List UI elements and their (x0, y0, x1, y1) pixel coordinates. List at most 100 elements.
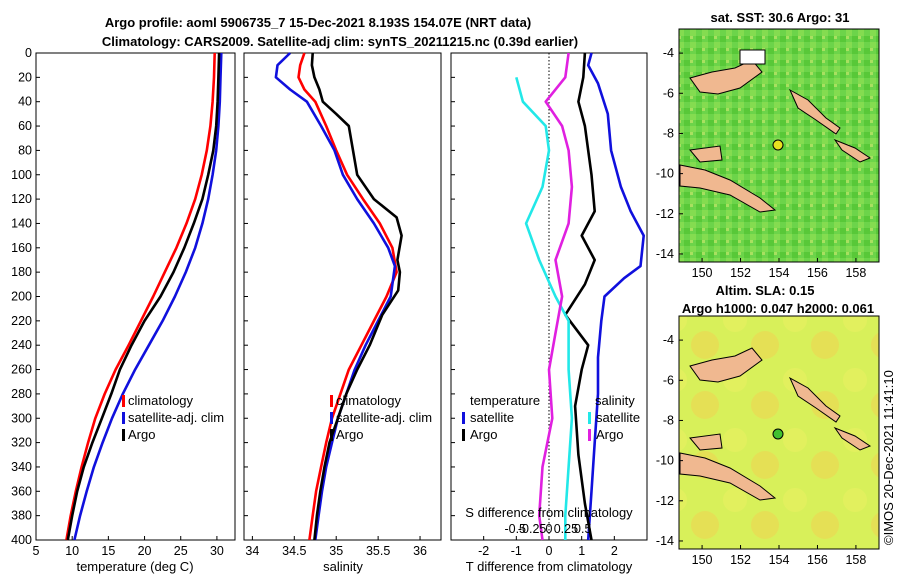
legend-swatch (122, 412, 125, 424)
x-tick-label: 34 (245, 544, 259, 558)
legend-label: Argo (596, 427, 623, 442)
series-line-satellite-adj-clim (274, 52, 397, 541)
y-tick-label: 220 (11, 314, 32, 328)
x-tick-label: 35 (329, 544, 343, 558)
map-y-tick-label: -6 (663, 86, 674, 100)
x-tick-label: 35.5 (366, 544, 390, 558)
salinity-legend: climatology satellite-adj. clim Argo (330, 393, 432, 442)
temperature-legend: climatology satellite-adj. clim Argo (122, 393, 224, 442)
legend-label: satellite-adj. clim (336, 410, 432, 425)
x-tick-label: 25 (174, 544, 188, 558)
x-tick-label: 10 (65, 544, 79, 558)
map-y-tick-label: -4 (663, 333, 674, 347)
legend-label: satellite (596, 410, 640, 425)
map-y-tick-label: -10 (656, 454, 674, 468)
sla-map-land (679, 347, 872, 501)
map-y-tick-label: -10 (656, 167, 674, 181)
x-tick-label: 5 (33, 544, 40, 558)
y-tick-label: 120 (11, 192, 32, 206)
legend-swatch (122, 395, 125, 407)
sla-map-title-1: Altim. SLA: 0.15 (716, 283, 815, 298)
y-tick-label: 40 (18, 95, 32, 109)
salinity-xlabel: salinity (323, 559, 363, 574)
x-tick-label: 1 (578, 544, 585, 558)
series-line-salinity-satellite (515, 76, 574, 540)
map-x-tick-label: 152 (730, 553, 751, 567)
y-tick-label: 180 (11, 265, 32, 279)
map-x-tick-label: 152 (730, 266, 751, 280)
copyright: ©IMOS 20-Dec-2021 11:41:10 (881, 370, 896, 545)
difference-top-label: S difference from climatology (465, 505, 633, 520)
sla-map-panel: Altim. SLA: 0.15 Argo h1000: 0.047 h2000… (656, 283, 880, 567)
map-x-tick-label: 158 (845, 553, 866, 567)
y-tick-label: 80 (18, 143, 32, 157)
map-y-tick-label: -14 (656, 247, 674, 261)
s-tick-label: 0.25 (554, 522, 578, 536)
x-tick-label: 36 (413, 544, 427, 558)
sst-map-title: sat. SST: 30.6 Argo: 31 (711, 10, 850, 25)
x-tick-label: 20 (138, 544, 152, 558)
x-tick-label: 15 (101, 544, 115, 558)
legend-label: Argo (128, 427, 155, 442)
s-tick-label: 0.5 (574, 522, 591, 536)
map-x-tick-label: 150 (692, 266, 713, 280)
map-x-tick-label: 156 (807, 266, 828, 280)
s-tick-label: 0 (546, 522, 553, 536)
legend-swatch (588, 429, 591, 441)
series-line-temperature-argo (564, 52, 596, 541)
y-tick-label: 400 (11, 533, 32, 547)
temperature-axes-frame (35, 52, 236, 541)
map-x-tick-label: 156 (807, 553, 828, 567)
legend-label: temperature (470, 393, 540, 408)
temperature-xlabel: temperature (deg C) (76, 559, 193, 574)
series-line-climatology (297, 52, 398, 541)
series-line-argo (310, 52, 403, 541)
series-line-temperature-satellite (586, 52, 645, 541)
x-tick-label: 34.5 (282, 544, 306, 558)
series-line-satellite-adj-clim (73, 52, 223, 541)
map-y-tick-label: -12 (656, 207, 674, 221)
salinity-panel: 34 34.5 35 35.5 36 salinity (243, 52, 442, 574)
series-line-salinity-argo (537, 52, 574, 541)
legend-label: salinity (595, 393, 635, 408)
title-line-1: Argo profile: aoml 5906735_7 15-Dec-2021… (105, 15, 531, 30)
salinity-axes-frame (243, 52, 442, 541)
legend-swatch (122, 429, 125, 441)
map-x-tick-label: 150 (692, 553, 713, 567)
sla-argo-marker (772, 428, 784, 440)
map-y-tick-label: -14 (656, 534, 674, 548)
y-tick-label: 20 (18, 70, 32, 84)
y-tick-label: 100 (11, 168, 32, 182)
x-tick-label: 2 (611, 544, 618, 558)
y-tick-label: 60 (18, 119, 32, 133)
y-tick-label: 360 (11, 484, 32, 498)
y-tick-label: 240 (11, 338, 32, 352)
difference-panel: -2 -1 0 1 2-0.5-0.25 0 0.250.5 T difference fr… (450, 52, 648, 574)
legend-swatch (330, 395, 333, 407)
legend-swatch (330, 412, 333, 424)
map-y-tick-label: -12 (656, 494, 674, 508)
map-x-tick-label: 154 (769, 553, 790, 567)
y-tick-label: 140 (11, 216, 32, 230)
y-tick-label: 340 (11, 460, 32, 474)
s-tick-label: -0.25 (518, 522, 547, 536)
y-tick-label: 280 (11, 387, 32, 401)
y-tick-label: 200 (11, 290, 32, 304)
sst-argo-marker (772, 139, 784, 151)
y-tick-label: 0 (25, 46, 32, 60)
legend-label: climatology (128, 393, 194, 408)
x-tick-label: 30 (210, 544, 224, 558)
legend-label: Argo (336, 427, 363, 442)
sla-map-title-2: Argo h1000: 0.047 h2000: 0.061 (682, 301, 874, 316)
map-y-tick-label: -6 (663, 373, 674, 387)
legend-swatch (588, 412, 591, 424)
y-tick-label: 160 (11, 241, 32, 255)
series-line-climatology (65, 52, 216, 541)
difference-legend: temperature satellite Argo salinity satellit… (462, 393, 640, 442)
legend-swatch (462, 412, 465, 424)
legend-swatch (462, 429, 465, 441)
title-line-2: Climatology: CARS2009. Satellite-adj cli… (102, 34, 578, 49)
y-tick-label: 260 (11, 363, 32, 377)
map-x-tick-label: 158 (845, 266, 866, 280)
